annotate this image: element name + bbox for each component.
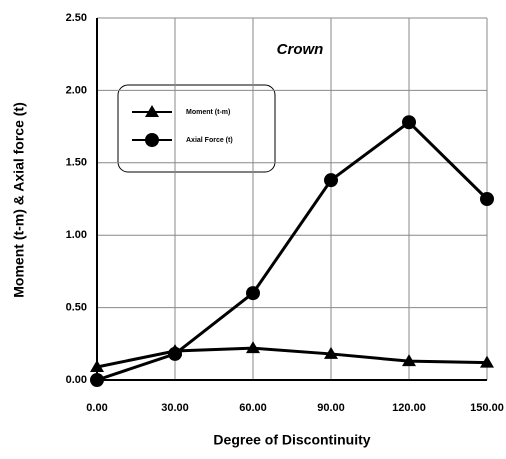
legend-label: Axial Force (t): [186, 137, 233, 144]
x-axis-title: Degree of Discontinuity: [213, 432, 370, 448]
y-axis-title: Moment (t-m) & Axial force (t): [11, 102, 27, 297]
legend-label: Moment (t-m): [186, 109, 230, 116]
marker: [324, 346, 338, 359]
y-tick-label: 0.50: [66, 302, 87, 314]
x-tick-label: 120.00: [392, 402, 426, 414]
legend-box: [117, 84, 276, 173]
marker: [480, 192, 494, 206]
x-tick-label: 0.00: [86, 402, 107, 414]
series-line: [96, 346, 488, 369]
x-tick-label: 30.00: [161, 402, 189, 414]
y-tick-label: 1.50: [66, 157, 87, 169]
marker: [402, 354, 416, 367]
marker: [402, 115, 416, 130]
y-tick-label: 0.00: [66, 374, 87, 386]
marker: [90, 359, 104, 372]
annotation: Crown: [277, 41, 324, 58]
marker: [246, 286, 260, 301]
marker: [145, 105, 159, 117]
marker: [168, 346, 182, 361]
series-line: [96, 120, 489, 382]
x-tick-label: 60.00: [239, 402, 267, 414]
y-tick-label: 2.00: [66, 84, 87, 96]
marker: [324, 173, 338, 188]
marker: [90, 373, 104, 387]
x-tick-label: 150.00: [470, 402, 504, 414]
marker: [145, 133, 159, 147]
y-tick-label: 2.50: [66, 12, 87, 24]
x-tick-label: 90.00: [317, 402, 345, 414]
y-tick-label: 1.00: [66, 229, 87, 241]
marker: [246, 341, 260, 354]
marker: [480, 355, 494, 368]
